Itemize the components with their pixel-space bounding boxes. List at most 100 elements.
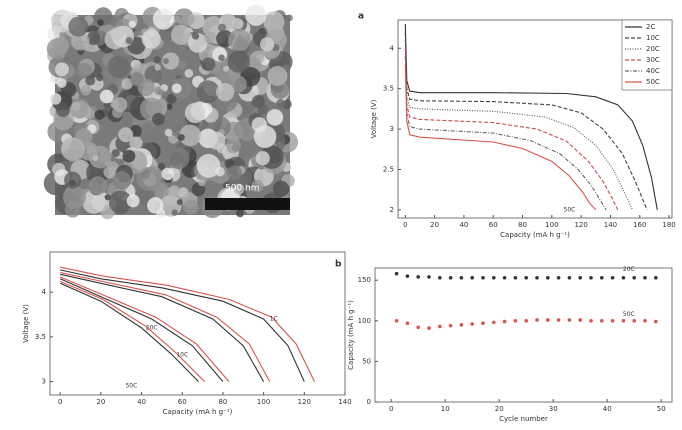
data-point: [621, 275, 626, 280]
grain: [286, 14, 293, 22]
grain: [86, 31, 101, 46]
grain: [154, 64, 161, 71]
grain: [251, 179, 264, 193]
grain: [136, 166, 161, 191]
data-line: [59, 280, 205, 382]
data-point: [405, 274, 410, 278]
grain: [157, 89, 165, 96]
data-point: [535, 275, 539, 280]
grain: [169, 152, 183, 166]
x-tick-label: 100: [257, 398, 270, 406]
grain: [273, 180, 290, 197]
grain: [111, 149, 120, 158]
grain: [55, 102, 70, 117]
x-tick-label: 60: [178, 398, 187, 406]
data-line: [60, 272, 271, 382]
x-tick-label: 0: [403, 221, 407, 229]
x-axis-label: Capacity (mA h g⁻¹): [163, 408, 233, 416]
legend-label: 20C: [646, 45, 660, 53]
grain: [276, 98, 286, 109]
data-line: [60, 273, 265, 382]
grain: [91, 167, 99, 175]
legend-label: 40C: [646, 67, 660, 75]
grain: [97, 19, 104, 26]
y-axis-label: Capacity (mA h g⁻¹): [347, 300, 355, 370]
x-tick-label: 20: [495, 405, 504, 413]
grain: [157, 162, 166, 171]
grain: [52, 36, 70, 54]
grain: [84, 108, 96, 120]
data-line: [404, 40, 633, 211]
data-line: [404, 56, 607, 211]
grain: [196, 80, 220, 104]
data-point: [405, 321, 410, 326]
grain: [54, 62, 70, 77]
x-tick-label: 60: [489, 221, 498, 229]
data-point: [394, 271, 399, 276]
data-point: [600, 275, 604, 280]
grain: [118, 127, 134, 143]
grain: [201, 57, 216, 72]
y-tick-label: 3: [42, 378, 46, 386]
y-tick-label: 3: [390, 125, 394, 133]
annotation: 50C: [125, 383, 137, 390]
data-point: [438, 324, 442, 329]
grain: [227, 50, 250, 73]
data-point: [492, 275, 496, 280]
x-tick-label: 160: [633, 221, 646, 229]
data-point: [589, 275, 593, 280]
grain: [223, 65, 230, 72]
grain: [197, 178, 206, 187]
data-point: [448, 275, 453, 280]
grain: [69, 179, 76, 187]
data-point: [470, 322, 475, 326]
annotation: 50C: [623, 311, 635, 318]
data-point: [578, 318, 582, 322]
grain: [107, 55, 130, 78]
x-tick-label: 0: [58, 398, 62, 406]
grain: [112, 97, 128, 113]
grain: [179, 124, 201, 147]
data-point: [578, 275, 582, 280]
grain: [218, 23, 227, 32]
grain: [184, 102, 206, 124]
grain: [85, 75, 96, 86]
annotation: 10C: [176, 351, 188, 358]
data-point: [643, 275, 647, 280]
data-point: [513, 318, 518, 323]
legend-label: 30C: [646, 56, 660, 64]
data-point: [546, 318, 550, 322]
data-point: [481, 275, 485, 280]
data-point: [610, 275, 615, 280]
data-point: [481, 321, 485, 326]
grain: [245, 4, 267, 26]
grain: [161, 52, 180, 70]
grain: [112, 171, 132, 190]
x-tick-label: 100: [545, 221, 558, 229]
data-line: [404, 23, 658, 210]
grain: [109, 27, 124, 41]
data-point: [556, 318, 561, 322]
data-point: [416, 325, 421, 330]
data-point: [438, 275, 442, 280]
grain: [82, 190, 106, 214]
data-point: [621, 318, 626, 323]
y-tick-label: 2.5: [383, 166, 394, 174]
grain: [192, 32, 200, 40]
grain: [168, 185, 181, 197]
data-point: [632, 275, 636, 280]
grain: [225, 137, 241, 154]
grain: [99, 89, 114, 104]
grain: [162, 37, 169, 44]
grain: [92, 154, 99, 162]
grain: [260, 37, 275, 52]
y-tick-label: 4: [42, 288, 47, 296]
data-point: [524, 275, 528, 280]
y-tick-label: 4: [390, 44, 395, 52]
x-tick-label: 140: [604, 221, 617, 229]
x-tick-label: 80: [518, 221, 527, 229]
grain: [104, 194, 111, 201]
y-tick-label: 50: [362, 357, 371, 365]
grain: [96, 74, 104, 82]
